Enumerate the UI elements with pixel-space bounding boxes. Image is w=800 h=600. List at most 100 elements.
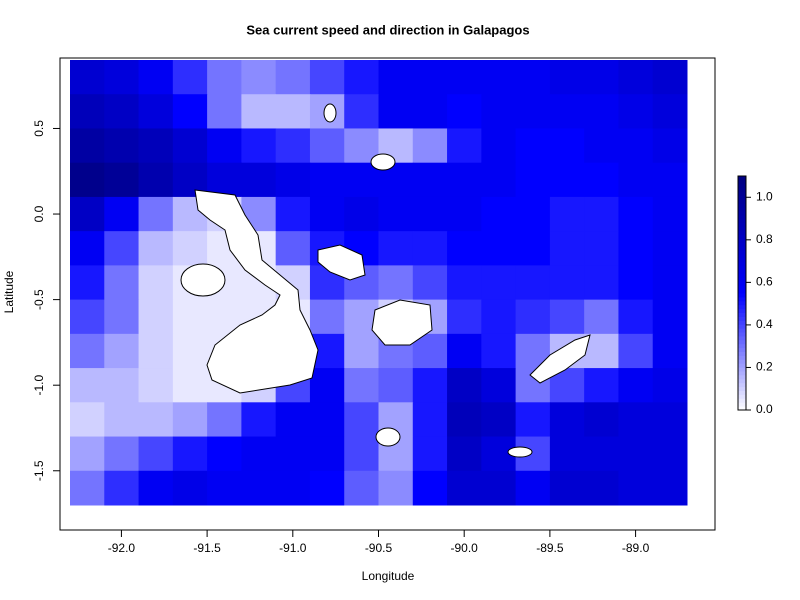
x-tick-label: -92.0 xyxy=(108,541,136,555)
heatmap-cell xyxy=(104,196,140,232)
heatmap-cell xyxy=(275,128,311,164)
heatmap-cell xyxy=(447,402,482,438)
heatmap-cell xyxy=(481,94,517,129)
heatmap-cell xyxy=(275,94,311,129)
heatmap-cell xyxy=(412,162,448,198)
colorbar-step xyxy=(738,300,746,306)
heatmap-cell xyxy=(138,299,174,335)
heatmap-cell xyxy=(652,128,688,164)
colorbar-step xyxy=(738,296,746,302)
heatmap-cell xyxy=(172,333,208,369)
heatmap-cell xyxy=(618,94,654,129)
y-tick-label: 0.0 xyxy=(32,205,46,222)
colorbar-step xyxy=(738,265,746,271)
heatmap-cell xyxy=(104,299,140,335)
heatmap-cell xyxy=(515,196,551,232)
heatmap-cell xyxy=(652,162,688,198)
island xyxy=(371,299,433,346)
heatmap-cell xyxy=(549,128,585,164)
colorbar-step xyxy=(738,359,746,364)
heatmap-cell xyxy=(652,265,688,301)
colorbar-step xyxy=(738,316,746,321)
heatmap-cell xyxy=(138,368,174,403)
island xyxy=(194,189,319,394)
heatmap-cell xyxy=(70,231,105,266)
heatmap-cell xyxy=(104,368,140,403)
colorbar-step xyxy=(738,394,746,399)
heatmap-cell xyxy=(412,436,448,472)
y-tick-label: -0.5 xyxy=(32,289,46,310)
heatmap-cell xyxy=(70,162,105,198)
heatmap-cell xyxy=(70,265,105,301)
heatmap-cell xyxy=(549,162,585,198)
heatmap-cell xyxy=(241,94,277,129)
heatmap-cell xyxy=(138,128,174,164)
colorbar-step xyxy=(738,308,746,313)
heatmap-cell xyxy=(447,470,482,506)
heatmap-cell xyxy=(309,436,345,472)
colorbar-step xyxy=(738,406,746,411)
heatmap-cell xyxy=(652,299,688,335)
heatmap-cell xyxy=(584,333,619,369)
heatmap-cell xyxy=(481,299,517,335)
colorbar-step xyxy=(738,230,746,235)
heatmap-cell xyxy=(104,265,140,301)
heatmap-cell xyxy=(275,402,311,438)
heatmap-cell xyxy=(309,162,345,198)
heatmap-cell xyxy=(344,94,379,129)
heatmap-cell xyxy=(138,265,174,301)
colorbar-step xyxy=(738,269,746,274)
heatmap-cell xyxy=(481,368,517,403)
heatmap-cell xyxy=(138,333,174,369)
heatmap-cell xyxy=(138,94,174,129)
heatmap-cell xyxy=(515,60,551,95)
heatmap-cell xyxy=(207,162,242,198)
heatmap-cell xyxy=(618,470,654,506)
heatmap-cell xyxy=(618,299,654,335)
colorbar-step xyxy=(738,254,746,259)
colorbar-step xyxy=(738,289,746,294)
colorbar-step xyxy=(738,347,746,352)
heatmap-cell xyxy=(481,265,517,301)
x-axis-label: Longitude xyxy=(362,569,415,583)
heatmap-cell xyxy=(241,470,277,506)
heatmap-cell xyxy=(138,162,174,198)
heatmap-cell xyxy=(104,231,140,266)
heatmap-cell xyxy=(412,470,448,506)
heatmap-cell xyxy=(344,368,379,403)
heatmap-cell xyxy=(652,333,688,369)
colorbar-step xyxy=(738,355,746,360)
heatmap-cell xyxy=(584,162,619,198)
colorbar-step xyxy=(738,363,746,368)
heatmap-cell xyxy=(104,333,140,369)
heatmap-cell xyxy=(481,333,517,369)
heatmap-cell xyxy=(584,60,619,95)
heatmap-cell xyxy=(172,402,208,438)
heatmap-cell xyxy=(344,196,379,232)
heatmap-cell xyxy=(104,94,140,129)
colorbar-step xyxy=(738,339,746,345)
heatmap-cell xyxy=(584,299,619,335)
heatmap xyxy=(70,60,688,506)
y-axis-label: Latitude xyxy=(2,270,16,313)
heatmap-cell xyxy=(618,196,654,232)
heatmap-cell xyxy=(412,94,448,129)
axes: -92.0 -91.5 -91.0 -90.5 -90.0 -89.5 -89.0 0.5 0.… xyxy=(32,120,649,555)
colorbar-step xyxy=(738,211,746,216)
heatmap-cell xyxy=(275,162,311,198)
colorbar-tick-label: 0.4 xyxy=(756,317,773,331)
heatmap-cell xyxy=(584,196,619,232)
colorbar-frame xyxy=(737,175,747,411)
y-tick-label: -1.5 xyxy=(32,460,46,481)
colorbar-step xyxy=(738,250,746,255)
heatmap-cell xyxy=(207,470,242,506)
colorbar-step xyxy=(738,351,746,356)
heatmap-cell xyxy=(138,402,174,438)
colorbar-step xyxy=(738,238,746,243)
heatmap-cell xyxy=(549,470,585,506)
colorbar-step xyxy=(738,281,746,286)
heatmap-cell xyxy=(515,162,551,198)
heatmap-cell xyxy=(584,436,619,472)
colorbar-step xyxy=(738,257,746,263)
heatmap-cell xyxy=(618,333,654,369)
